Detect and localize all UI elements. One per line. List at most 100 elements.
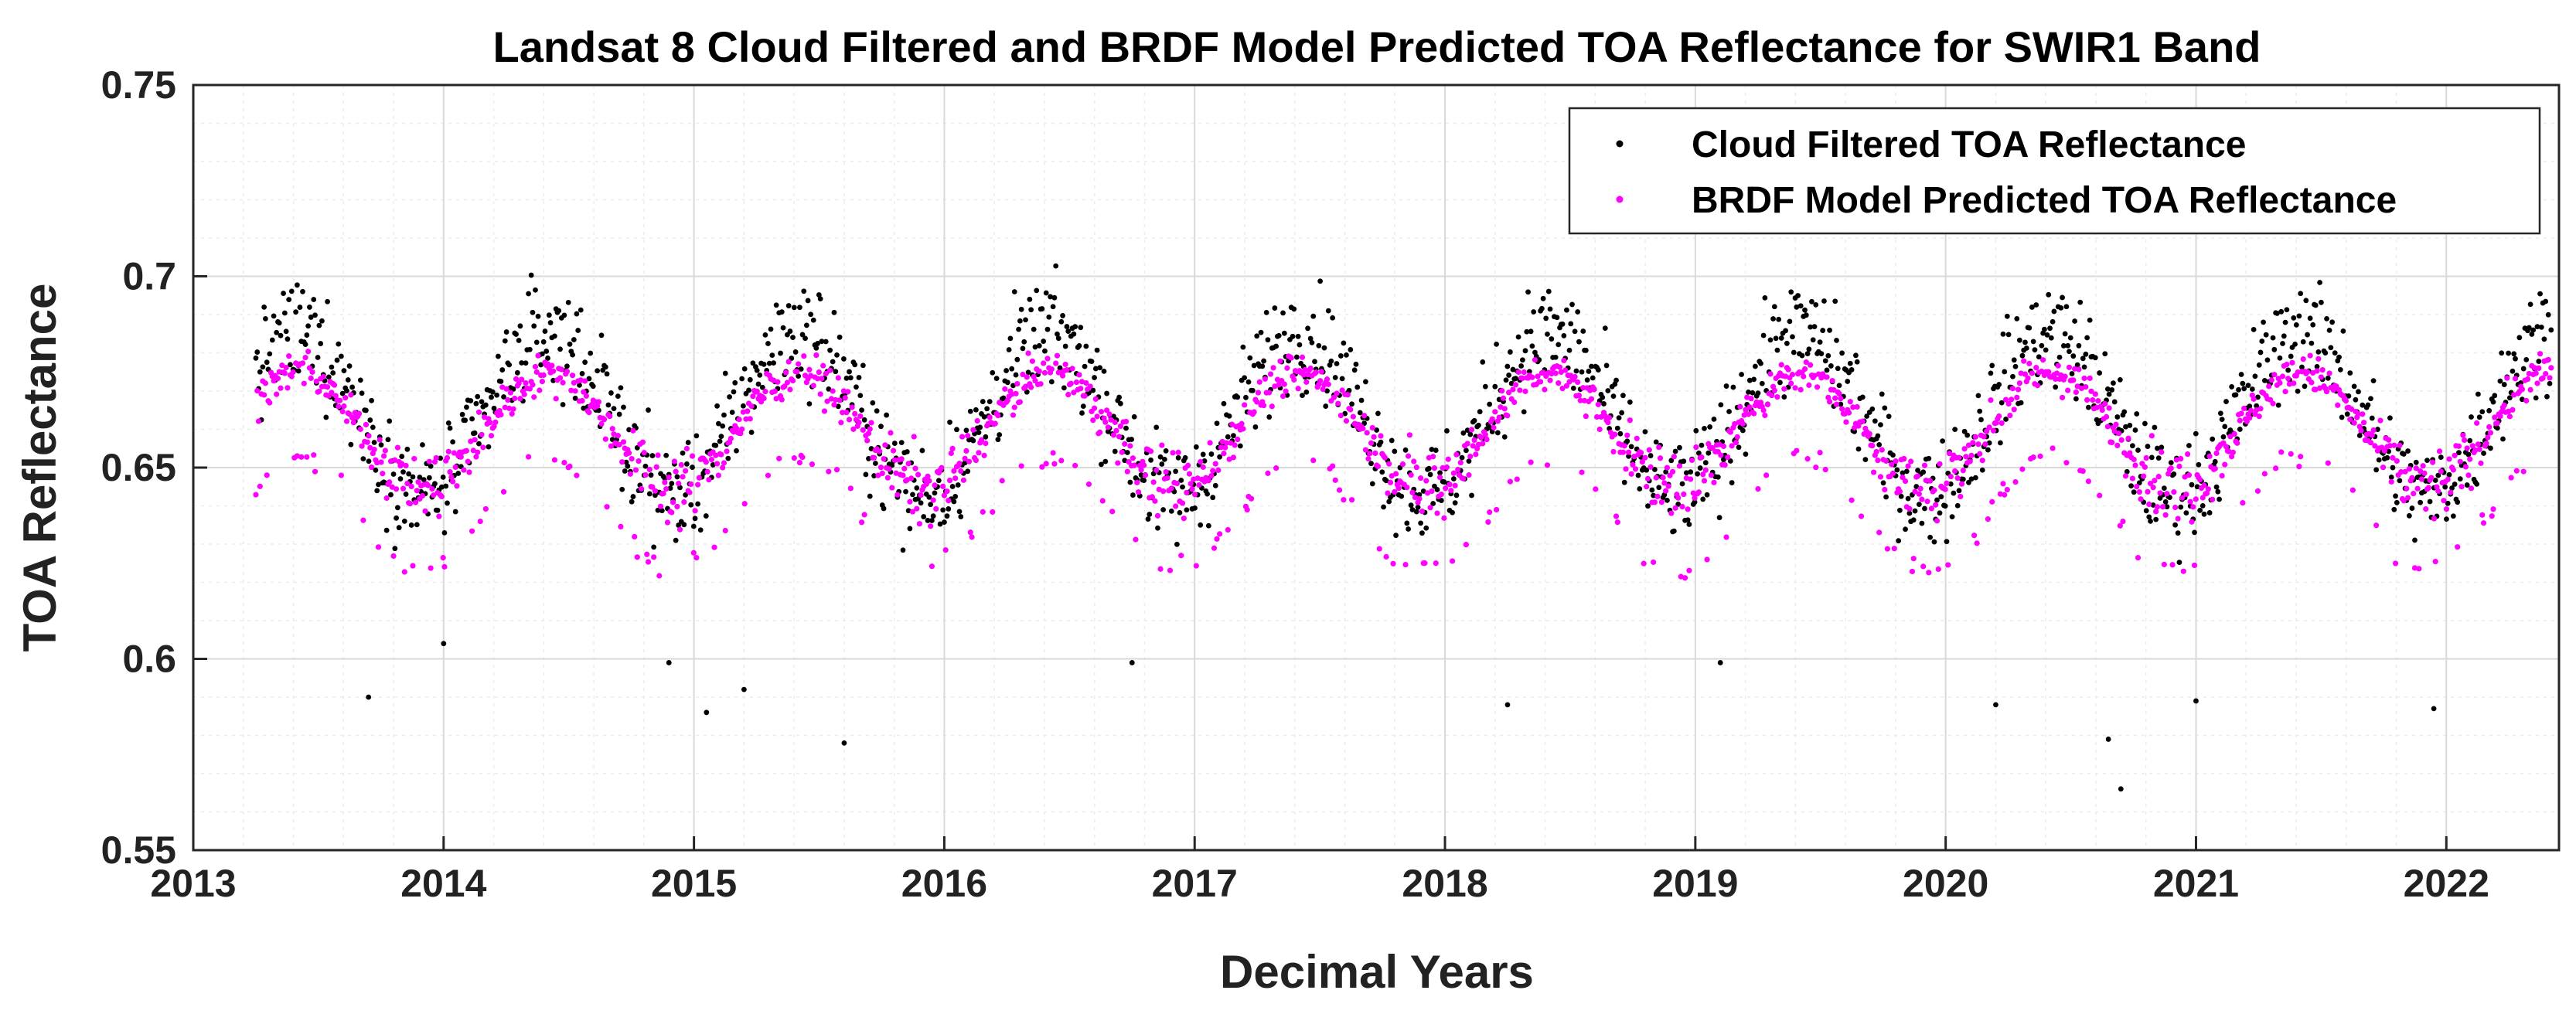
data-point-cloud-filtered xyxy=(1721,457,1726,463)
data-point-cloud-filtered xyxy=(2438,454,2444,461)
data-point-brdf-model xyxy=(2277,379,2283,386)
data-point-brdf-model xyxy=(1485,519,1491,526)
data-point-cloud-filtered xyxy=(1977,408,1983,414)
data-point-brdf-model xyxy=(1975,441,1981,447)
data-point-cloud-filtered xyxy=(1569,301,1575,308)
data-point-cloud-filtered xyxy=(1644,467,1650,473)
data-point-cloud-filtered xyxy=(1919,520,1925,526)
data-point-cloud-filtered xyxy=(1729,480,1735,485)
data-point-brdf-model xyxy=(821,408,828,414)
data-point-brdf-model xyxy=(762,388,768,395)
data-point-brdf-model xyxy=(519,376,525,383)
data-point-brdf-model xyxy=(928,523,934,529)
data-point-cloud-filtered xyxy=(2370,378,2377,384)
data-point-brdf-model xyxy=(1627,417,1633,424)
data-point-cloud-filtered xyxy=(1996,382,2002,387)
data-point-cloud-filtered xyxy=(2159,444,2165,451)
data-point-cloud-filtered xyxy=(269,337,275,343)
data-point-brdf-model xyxy=(445,448,451,454)
data-point-cloud-filtered xyxy=(596,407,601,413)
data-point-brdf-model xyxy=(773,396,779,402)
data-point-cloud-filtered xyxy=(540,339,547,345)
data-point-brdf-model xyxy=(2284,361,2290,368)
data-point-cloud-filtered xyxy=(1071,331,1077,337)
data-point-cloud-filtered xyxy=(1575,309,1581,315)
data-point-cloud-filtered xyxy=(357,377,363,383)
data-point-cloud-filtered xyxy=(1922,505,1927,512)
data-point-brdf-model xyxy=(1083,379,1089,386)
data-point-cloud-filtered xyxy=(1515,334,1521,340)
data-point-brdf-model xyxy=(857,413,864,420)
data-point-brdf-model xyxy=(632,533,638,540)
data-point-brdf-model xyxy=(2134,483,2140,490)
data-point-brdf-model xyxy=(939,464,945,471)
data-point-cloud-filtered xyxy=(898,440,905,446)
data-point-cloud-filtered xyxy=(1750,390,1756,396)
data-point-brdf-model xyxy=(371,447,377,453)
data-point-brdf-model xyxy=(356,410,363,417)
data-point-brdf-model xyxy=(2176,463,2182,469)
data-point-brdf-model xyxy=(2411,565,2418,571)
data-point-cloud-filtered xyxy=(1934,497,1940,503)
data-point-brdf-model xyxy=(1778,362,1784,368)
data-point-cloud-filtered xyxy=(1647,453,1654,458)
data-point-brdf-model xyxy=(2191,562,2198,569)
data-point-brdf-model xyxy=(2171,488,2177,495)
data-point-cloud-filtered xyxy=(1760,332,1767,339)
data-point-cloud-filtered xyxy=(432,481,438,487)
data-point-cloud-filtered xyxy=(1402,447,1409,453)
data-point-cloud-filtered xyxy=(2259,339,2265,344)
data-point-cloud-filtered xyxy=(2117,376,2123,383)
data-point-brdf-model xyxy=(1704,556,1710,563)
data-point-brdf-model xyxy=(428,565,434,571)
data-point-brdf-model xyxy=(1416,495,1423,502)
data-point-brdf-model xyxy=(2009,396,2015,403)
data-point-cloud-filtered xyxy=(1466,458,1472,464)
data-point-cloud-filtered xyxy=(1476,422,1481,428)
data-point-brdf-model xyxy=(1402,561,1409,568)
data-point-brdf-model xyxy=(2212,465,2218,471)
data-point-cloud-filtered xyxy=(1295,333,1301,339)
data-point-brdf-model xyxy=(2462,464,2469,470)
data-point-cloud-filtered xyxy=(1524,328,1530,335)
data-point-brdf-model xyxy=(2201,482,2207,488)
data-point-brdf-model xyxy=(881,456,887,462)
data-point-brdf-model xyxy=(400,485,407,492)
data-point-cloud-filtered xyxy=(2199,502,2206,509)
data-point-cloud-filtered xyxy=(564,363,570,369)
data-point-brdf-model xyxy=(1699,454,1705,461)
data-point-brdf-model xyxy=(1751,410,1757,417)
data-point-cloud-filtered xyxy=(482,402,489,408)
data-point-brdf-model xyxy=(2146,501,2152,508)
data-point-cloud-filtered xyxy=(980,399,986,404)
data-point-cloud-filtered xyxy=(2029,305,2035,310)
data-point-brdf-model xyxy=(1514,476,1520,482)
data-point-brdf-model xyxy=(941,492,948,498)
data-point-brdf-model xyxy=(304,454,310,460)
data-point-cloud-filtered xyxy=(2044,332,2050,338)
data-point-cloud-filtered xyxy=(260,364,266,370)
data-point-brdf-model xyxy=(1269,403,1275,410)
data-point-cloud-filtered xyxy=(2175,530,2181,536)
data-point-cloud-filtered xyxy=(2490,399,2496,405)
legend-label-cloud-filtered: Cloud Filtered TOA Reflectance xyxy=(1692,124,2246,165)
data-point-cloud-filtered xyxy=(1771,304,1777,310)
data-point-cloud-filtered xyxy=(1652,467,1658,472)
data-point-cloud-filtered xyxy=(903,488,908,495)
data-point-cloud-filtered xyxy=(2171,471,2177,477)
data-point-brdf-model xyxy=(264,472,270,478)
data-point-cloud-filtered xyxy=(479,399,485,405)
data-point-brdf-model xyxy=(1725,454,1731,461)
data-point-brdf-model xyxy=(683,468,689,474)
data-point-cloud-filtered xyxy=(572,395,578,401)
data-point-cloud-filtered xyxy=(963,427,969,434)
data-point-cloud-filtered xyxy=(1342,410,1348,417)
data-point-cloud-filtered xyxy=(1869,406,1876,412)
data-point-brdf-model xyxy=(2183,492,2189,498)
data-point-brdf-model xyxy=(754,388,760,394)
data-point-cloud-filtered xyxy=(1986,440,1992,446)
data-point-brdf-model xyxy=(450,478,456,485)
data-point-cloud-filtered xyxy=(2277,355,2283,361)
data-point-brdf-model xyxy=(2187,498,2193,505)
data-point-cloud-filtered xyxy=(750,360,756,366)
